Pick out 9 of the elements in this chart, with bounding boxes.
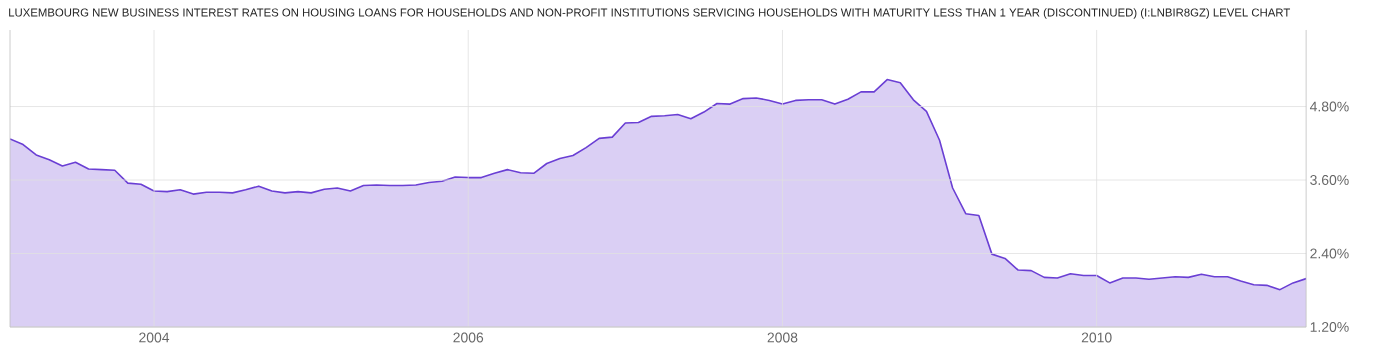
y-tick-label: 2.40% (1310, 248, 1349, 259)
x-tick-label: 2008 (767, 332, 798, 343)
y-tick-label: 4.80% (1309, 101, 1349, 112)
y-tick-label: 1.20% (1310, 322, 1349, 332)
x-tick-label: 2010 (1081, 332, 1112, 343)
x-tick-label: 2006 (453, 332, 484, 343)
chart-title: LUXEMBOURG NEW BUSINESS INTEREST RATES ON HOUSING LOANS FOR HOUSEHOLDS AND NON-PROFIT INSTITUTIONS SERVICING HOUSEHOLDS WITH MATURITY LESS THAN 1 YEAR (DISCONTINUED) (I:LNBIR8GZ) LEVEL CHART (9, 8, 1291, 19)
y-tick-label: 3.60% (1310, 175, 1349, 185)
x-tick-label: 2004 (139, 332, 170, 343)
